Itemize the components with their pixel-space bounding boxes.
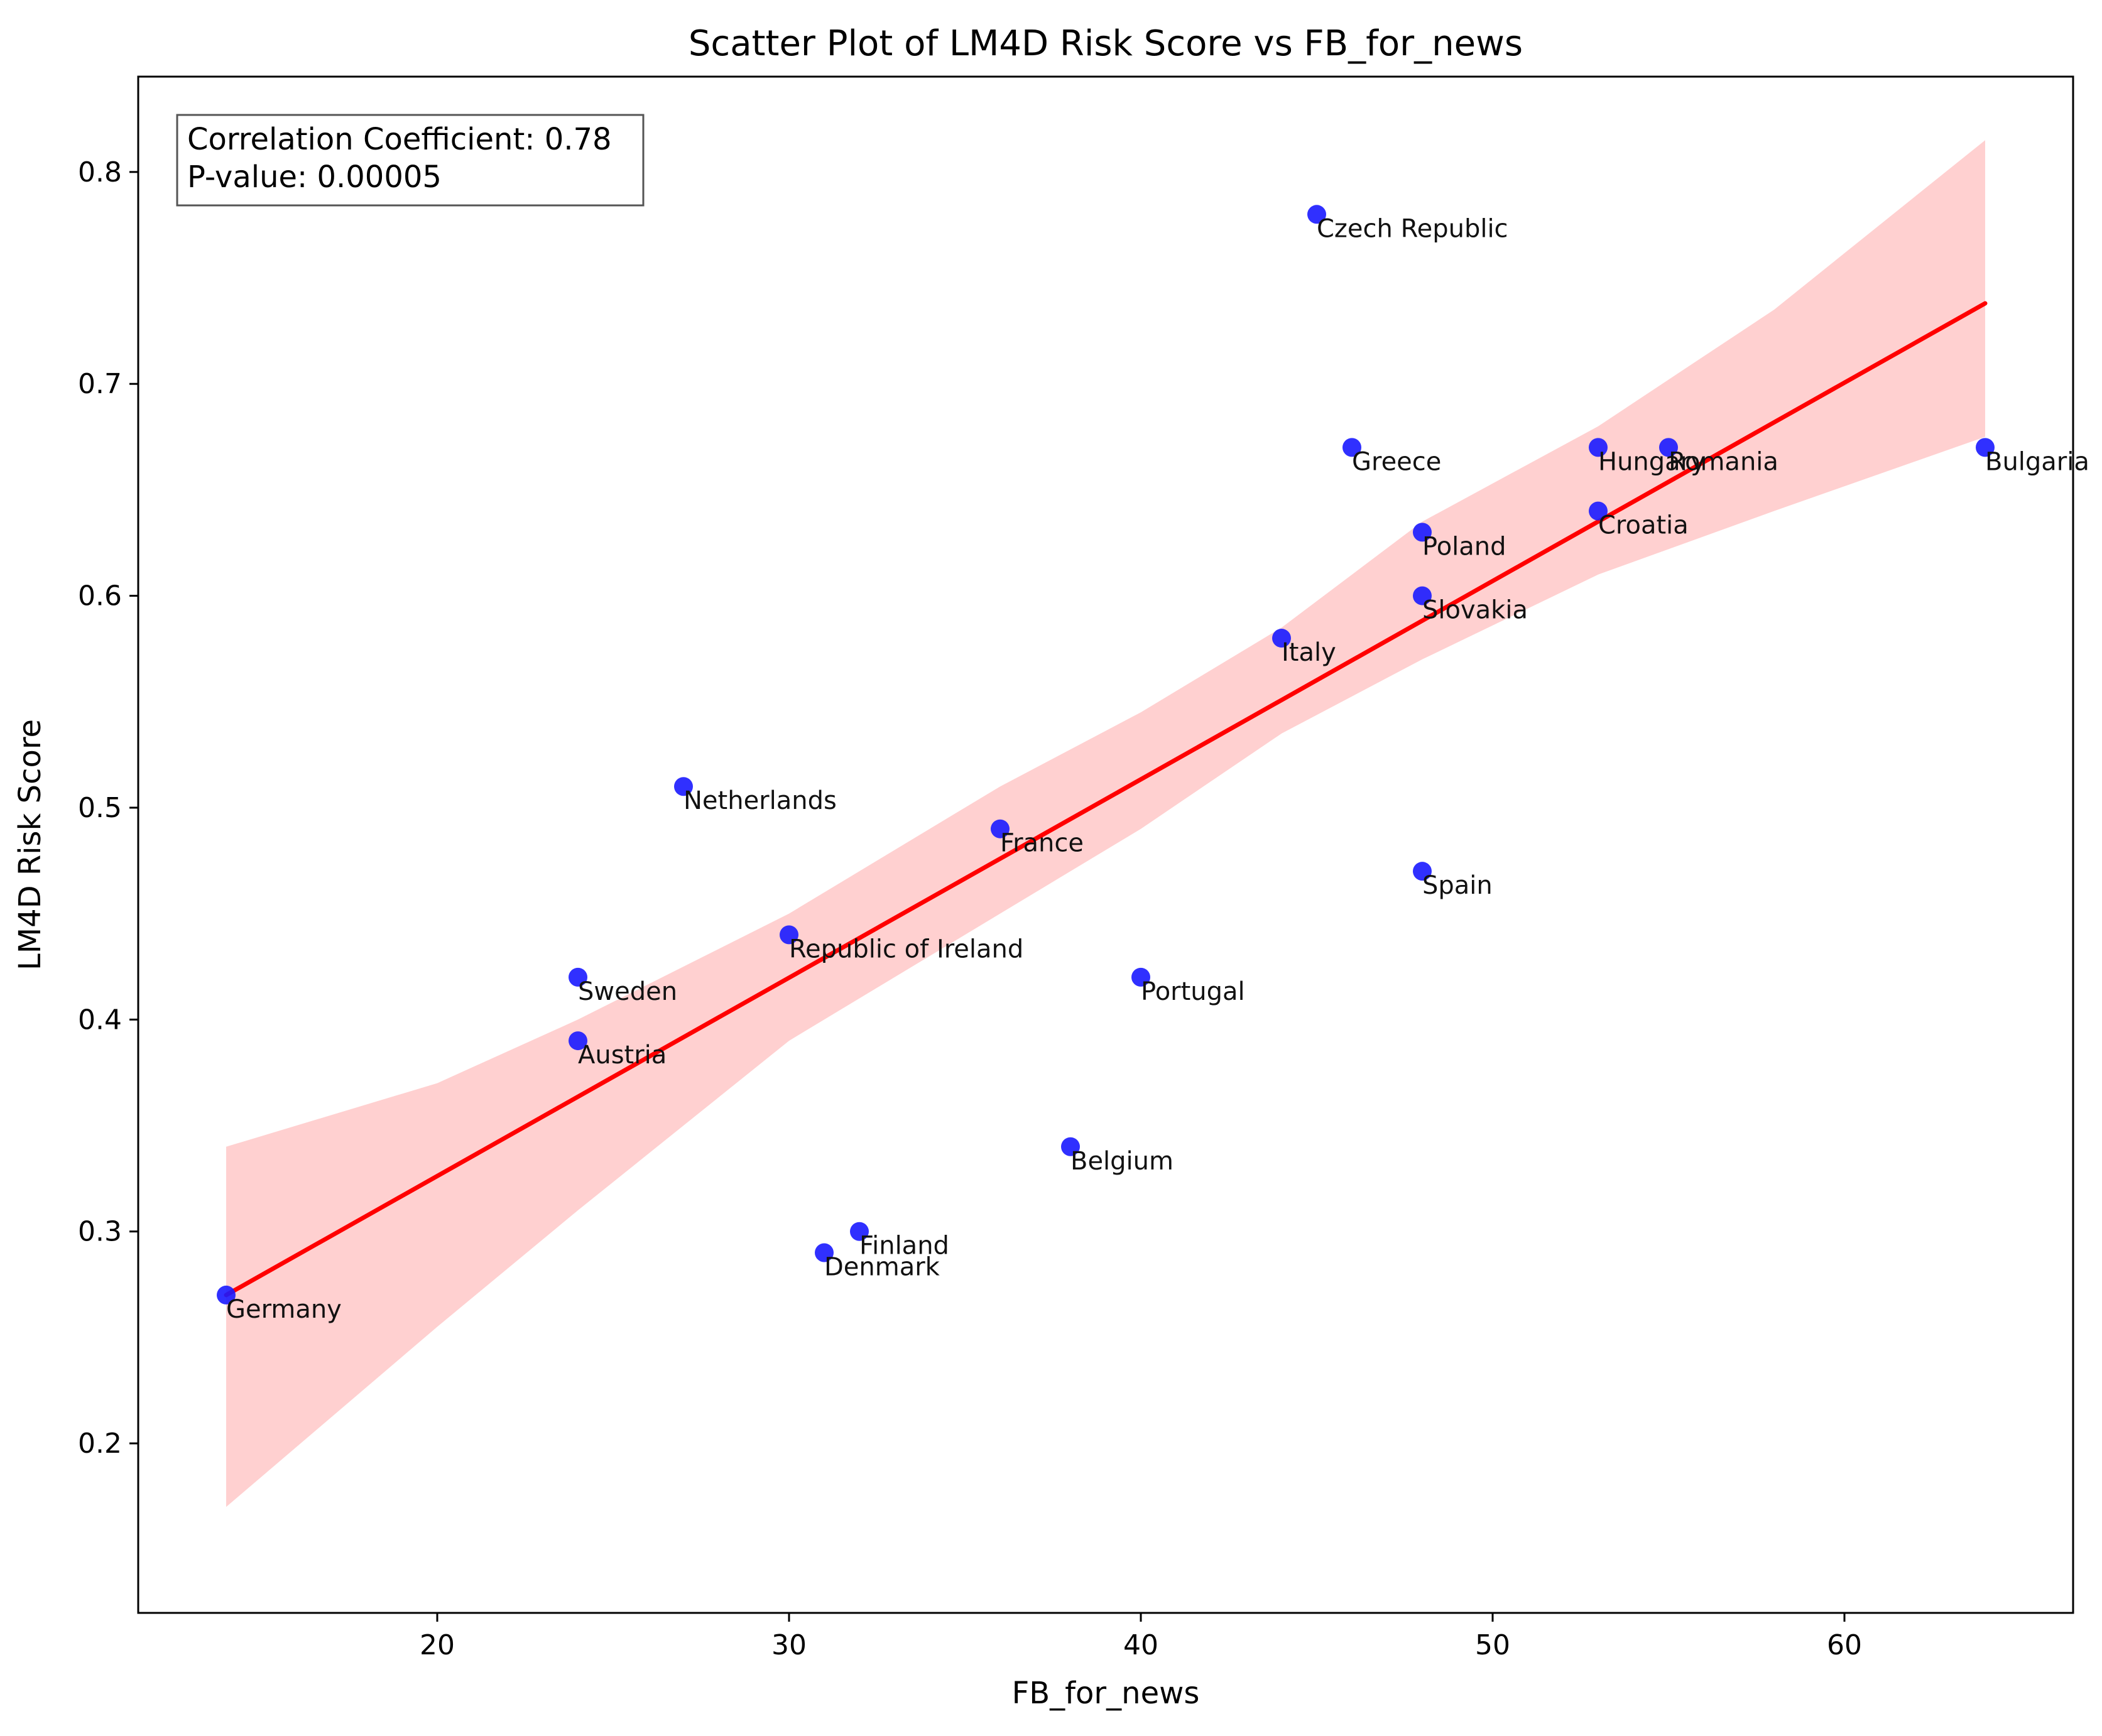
point-portugal xyxy=(1131,967,1150,987)
y-tick-label-0-8: 0.8 xyxy=(78,156,122,188)
regression-line-layer xyxy=(224,301,1988,1298)
point-slovakia xyxy=(1413,586,1432,605)
confidence-band xyxy=(226,140,1985,1507)
point-denmark xyxy=(815,1243,834,1262)
correlation-text: Correlation Coefficient: 0.78 xyxy=(187,122,612,157)
confidence-band-layer xyxy=(226,140,1985,1507)
point-hungary xyxy=(1589,438,1608,457)
point-label-slovakia: Slovakia xyxy=(1422,596,1528,625)
point-label-republic-of-ireland: Republic of Ireland xyxy=(789,935,1023,963)
points-layer xyxy=(217,205,1995,1305)
point-label-finland: Finland xyxy=(859,1232,949,1261)
point-poland xyxy=(1413,523,1432,542)
y-tick-label-0-4: 0.4 xyxy=(78,1004,122,1036)
x-ticks-layer: 20 30 40 50 60 xyxy=(420,1613,1862,1661)
point-label-austria: Austria xyxy=(578,1041,667,1070)
y-ticks-layer: 0.2 0.3 0.4 0.5 0.6 0.7 0.8 xyxy=(78,156,138,1460)
point-italy xyxy=(1272,629,1291,648)
point-netherlands xyxy=(674,777,693,796)
point-label-romania: Romania xyxy=(1669,447,1778,476)
point-austria xyxy=(569,1031,587,1051)
point-label-czech-republic: Czech Republic xyxy=(1317,214,1508,243)
point-label-france: France xyxy=(1000,829,1084,858)
point-label-croatia: Croatia xyxy=(1598,511,1689,540)
point-label-netherlands: Netherlands xyxy=(683,786,837,815)
x-axis-label: FB_for_news xyxy=(1012,1676,1200,1711)
point-label-sweden: Sweden xyxy=(578,977,677,1006)
point-belgium xyxy=(1061,1137,1080,1156)
regression-line xyxy=(224,301,1988,1298)
point-croatia xyxy=(1589,501,1608,521)
x-tick-label-30: 30 xyxy=(771,1629,807,1661)
x-tick-label-20: 20 xyxy=(420,1629,455,1661)
stats-annotation: Correlation Coefficient: 0.78 P-value: 0… xyxy=(176,114,645,207)
y-tick-label-0-2: 0.2 xyxy=(78,1428,122,1460)
y-tick-label-0-3: 0.3 xyxy=(78,1216,122,1248)
point-label-portugal: Portugal xyxy=(1141,977,1245,1006)
point-labels-layer: Germany Sweden Austria Netherlands Republic … xyxy=(226,214,2089,1324)
point-france xyxy=(991,819,1010,838)
y-tick-label-0-7: 0.7 xyxy=(78,368,122,400)
point-romania xyxy=(1659,438,1678,457)
point-label-hungary: Hungary xyxy=(1598,447,1706,476)
point-spain xyxy=(1413,862,1432,881)
pvalue-text: P-value: 0.00005 xyxy=(187,160,442,195)
point-label-greece: Greece xyxy=(1352,447,1441,476)
x-tick-label-60: 60 xyxy=(1827,1629,1862,1661)
point-sweden xyxy=(569,967,587,987)
chart-title: Scatter Plot of LM4D Risk Score vs FB_fo… xyxy=(689,23,1523,64)
point-germany xyxy=(217,1285,236,1305)
point-label-denmark: Denmark xyxy=(824,1252,940,1281)
point-label-italy: Italy xyxy=(1282,638,1336,667)
point-republic-of-ireland xyxy=(780,925,798,945)
stats-annotation-box xyxy=(176,114,645,207)
x-tick-label-50: 50 xyxy=(1475,1629,1510,1661)
y-tick-label-0-5: 0.5 xyxy=(78,792,122,824)
y-axis-label: LM4D Risk Score xyxy=(13,719,48,970)
point-finland xyxy=(850,1222,869,1241)
point-label-germany: Germany xyxy=(226,1295,342,1324)
point-label-poland: Poland xyxy=(1422,532,1506,561)
x-tick-label-40: 40 xyxy=(1123,1629,1158,1661)
point-label-belgium: Belgium xyxy=(1070,1147,1174,1176)
point-bulgaria xyxy=(1976,438,1995,457)
point-czech-republic xyxy=(1307,205,1326,224)
y-tick-label-0-6: 0.6 xyxy=(78,580,122,612)
plot-frame xyxy=(137,75,2074,1614)
point-label-spain: Spain xyxy=(1422,871,1493,900)
point-label-bulgaria: Bulgaria xyxy=(1985,447,2089,476)
point-greece xyxy=(1342,438,1361,457)
